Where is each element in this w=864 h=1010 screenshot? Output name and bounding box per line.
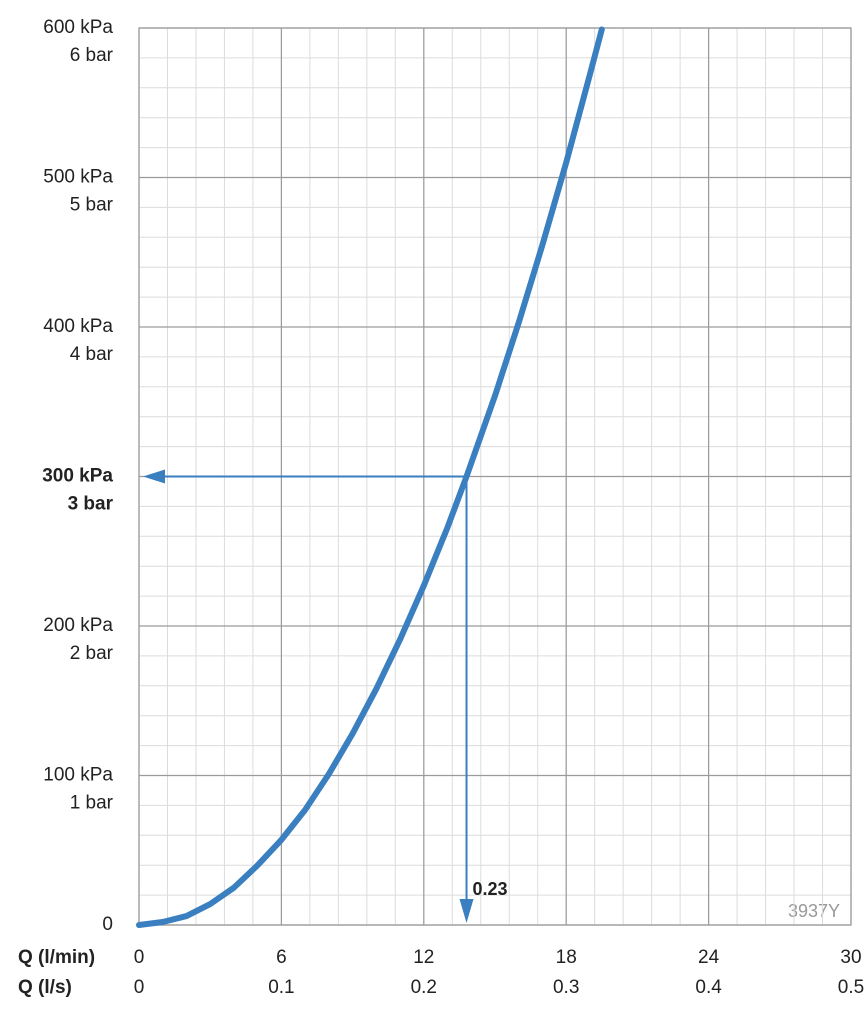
watermark: 3937Y [788, 901, 840, 921]
x-tick-label: 6 [276, 947, 287, 968]
x2-tick-label: 0.2 [411, 977, 437, 998]
x-tick-label: 30 [840, 947, 861, 968]
y-tick-label: 200 kPa [43, 615, 113, 636]
x2-tick-label: 0.3 [553, 977, 579, 998]
arrowhead [143, 469, 165, 484]
y-bar-label: 6 bar [70, 45, 114, 66]
x-tick-label: 0 [134, 947, 145, 968]
x-axis-label: Q (l/min) [18, 947, 95, 968]
x2-tick-label: 0.1 [268, 977, 294, 998]
y-tick-label: 300 kPa [42, 466, 113, 487]
x-tick-label: 18 [556, 947, 577, 968]
y-tick-label: 600 kPa [43, 17, 113, 38]
annotation: 0.23 [473, 879, 508, 899]
y-bar-label: 1 bar [70, 793, 114, 814]
x-tick-label: 12 [413, 947, 434, 968]
grid [138, 27, 852, 926]
y-bar-label: 5 bar [70, 195, 114, 216]
y-tick-label: 100 kPa [43, 765, 113, 786]
x2-tick-label: 0 [134, 977, 145, 998]
y-tick-label: 500 kPa [43, 167, 113, 188]
y-tick-label: 400 kPa [43, 316, 113, 337]
x-tick-label: 24 [698, 947, 720, 968]
x2-axis-label: Q (l/s) [18, 977, 72, 998]
x2-tick-label: 0.4 [695, 977, 722, 998]
curve [136, 26, 605, 928]
plot-frame [138, 27, 852, 926]
x2-tick-label: 0.5 [838, 977, 864, 998]
arrowhead [459, 899, 474, 923]
y-bar-label: 4 bar [70, 344, 114, 365]
y-tick-label: 0 [102, 914, 113, 935]
y-bar-label: 3 bar [68, 494, 114, 515]
y-bar-label: 2 bar [70, 643, 114, 664]
